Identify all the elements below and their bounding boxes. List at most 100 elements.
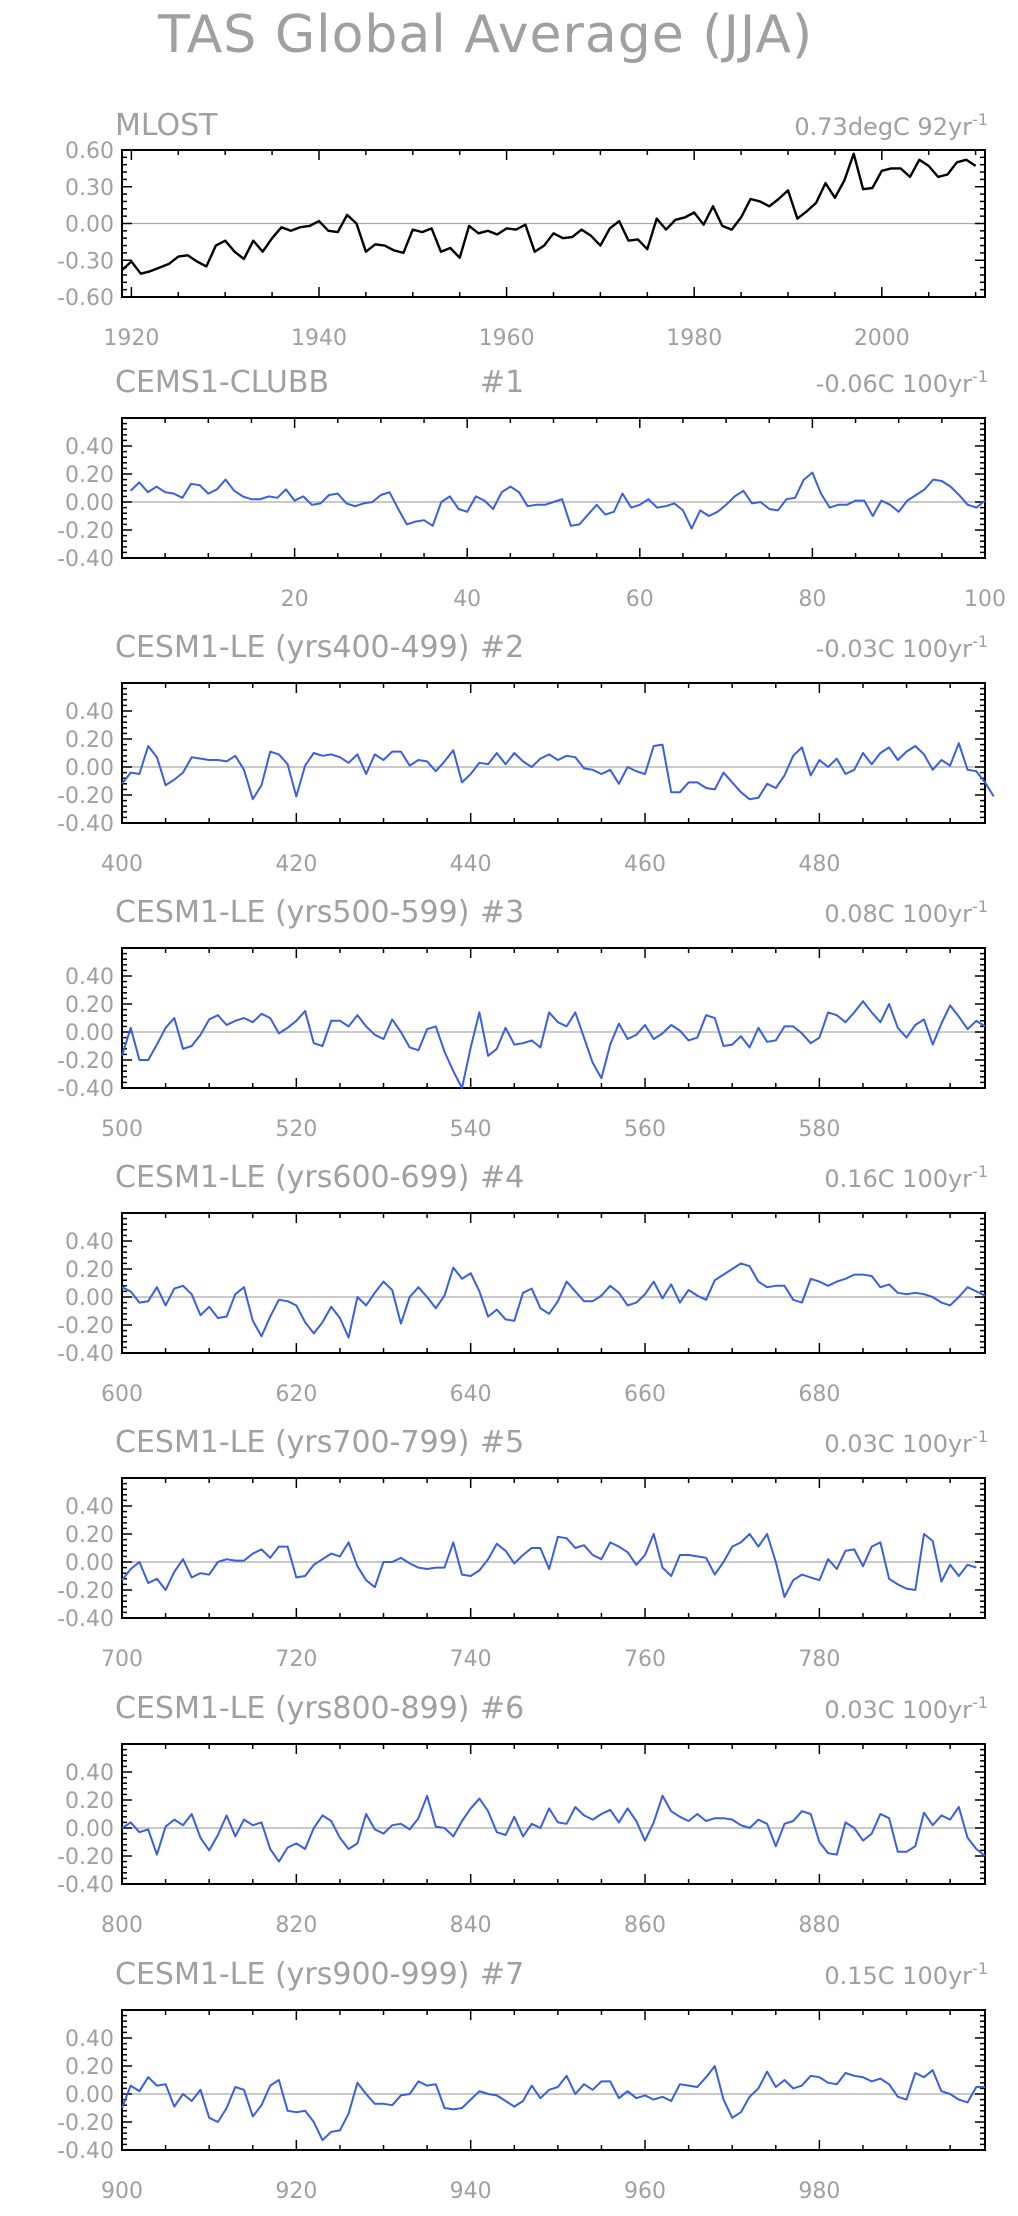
figure-title: TAS Global Average (JJA) xyxy=(157,5,813,65)
plot-frame xyxy=(121,2009,986,2151)
y-tick-label: -0.40 xyxy=(57,1607,114,1632)
series-line xyxy=(129,471,986,530)
y-tick-label: 0.40 xyxy=(65,435,114,460)
x-tick-label: 1920 xyxy=(103,326,159,351)
plot-frame xyxy=(121,947,986,1089)
chart-subtitle: #7 xyxy=(480,1957,524,1992)
chart-title: CESM1-LE (yrs800-899) xyxy=(115,1691,469,1726)
x-tick-label: 980 xyxy=(798,2179,840,2204)
x-tick-label: 520 xyxy=(275,1117,317,1142)
chart-panel-4: CESM1-LE (yrs500-599) #3 0.08C 100yr-1 -0.4… xyxy=(57,895,988,1142)
y-tick-label: 0.20 xyxy=(65,1789,114,1814)
y-tick-label: -0.40 xyxy=(57,547,114,572)
y-tick-label: -0.60 xyxy=(57,286,114,311)
x-tick-label: 720 xyxy=(275,1647,317,1672)
panels: MLOST 0.73degC 92yr-1 -0.60 -0.30 0.00 0.30 0.… xyxy=(57,108,1006,2204)
y-tick-label: 0.40 xyxy=(65,2027,114,2052)
y-tick-label: -0.20 xyxy=(57,1845,114,1870)
y-tick-label: 0.00 xyxy=(65,213,114,238)
x-tick-label: 640 xyxy=(450,1382,492,1407)
y-tick-label: 0.00 xyxy=(65,491,114,516)
series-line xyxy=(121,1262,986,1339)
chart-subtitle: #6 xyxy=(480,1691,524,1726)
chart-panel-6: CESM1-LE (yrs700-799) #5 0.03C 100yr-1 -0.4… xyxy=(57,1425,988,1672)
x-tick-label: 960 xyxy=(624,2179,666,2204)
trend-label: -0.06C 100yr-1 xyxy=(816,367,988,398)
trend-label: 0.03C 100yr-1 xyxy=(824,1693,988,1724)
x-tick-label: 680 xyxy=(798,1382,840,1407)
chart-panel-7: CESM1-LE (yrs800-899) #6 0.03C 100yr-1 -0.4… xyxy=(57,1691,988,1938)
y-tick-label: 0.00 xyxy=(65,1021,114,1046)
y-tick-label: 0.20 xyxy=(65,728,114,753)
y-tick-label: 0.20 xyxy=(65,1258,114,1283)
y-tick-label: 0.20 xyxy=(65,463,114,488)
chart-title: CEMS1-CLUBB xyxy=(115,365,329,400)
y-tick-label: 0.00 xyxy=(65,756,114,781)
y-tick-label: -0.20 xyxy=(57,2111,114,2136)
chart-subtitle: #1 xyxy=(480,365,524,400)
x-tick-label: 100 xyxy=(964,587,1006,612)
x-tick-label: 1980 xyxy=(666,326,722,351)
chart-panel-1: MLOST 0.73degC 92yr-1 -0.60 -0.30 0.00 0.30 0.… xyxy=(57,108,988,351)
series-line xyxy=(121,1794,986,1863)
y-tick-label: 0.40 xyxy=(65,1495,114,1520)
y-tick-label: -0.40 xyxy=(57,1077,114,1102)
y-tick-label: 0.20 xyxy=(65,1523,114,1548)
plot-frame xyxy=(121,417,986,559)
chart-panel-2: CEMS1-CLUBB #1 -0.06C 100yr-1 -0.40 -0.20 0.0… xyxy=(57,365,1006,612)
x-tick-label: 700 xyxy=(101,1647,143,1672)
plot-frame xyxy=(121,682,986,824)
y-tick-label: -0.20 xyxy=(57,519,114,544)
y-tick-label: 0.40 xyxy=(65,1761,114,1786)
series-line xyxy=(121,2065,985,2142)
x-tick-label: 460 xyxy=(624,852,666,877)
x-tick-label: 400 xyxy=(101,852,143,877)
x-tick-label: 860 xyxy=(624,1913,666,1938)
y-tick-label: 0.20 xyxy=(65,2055,114,2080)
y-tick-label: -0.40 xyxy=(57,2139,114,2164)
series-line xyxy=(121,1000,986,1089)
y-tick-label: -0.20 xyxy=(57,1049,114,1074)
trend-label: 0.03C 100yr-1 xyxy=(824,1427,988,1458)
chart-panel-8: CESM1-LE (yrs900-999) #7 0.15C 100yr-1 -0.4… xyxy=(57,1957,988,2204)
x-tick-label: 920 xyxy=(275,2179,317,2204)
plot-frame xyxy=(121,1743,986,1885)
y-tick-label: -0.20 xyxy=(57,1314,114,1339)
chart-title: CESM1-LE (yrs900-999) xyxy=(115,1957,469,1992)
trend-label: 0.08C 100yr-1 xyxy=(824,897,988,928)
x-tick-label: 440 xyxy=(450,852,492,877)
chart-subtitle: #5 xyxy=(480,1425,524,1460)
x-tick-label: 600 xyxy=(101,1382,143,1407)
trend-label: -0.03C 100yr-1 xyxy=(816,632,988,663)
y-tick-label: -0.40 xyxy=(57,812,114,837)
x-tick-label: 660 xyxy=(624,1382,666,1407)
y-tick-label: -0.20 xyxy=(57,1579,114,1604)
chart-panel-3: CESM1-LE (yrs400-499) #2 -0.03C 100yr-1 -0.… xyxy=(57,630,995,877)
x-tick-label: 900 xyxy=(101,2179,143,2204)
y-tick-label: 0.60 xyxy=(65,139,114,164)
y-tick-label: 0.00 xyxy=(65,1551,114,1576)
x-tick-label: 60 xyxy=(626,587,654,612)
x-tick-label: 420 xyxy=(275,852,317,877)
y-tick-label: 0.00 xyxy=(65,2083,114,2108)
y-tick-label: 0.40 xyxy=(65,1230,114,1255)
y-tick-label: 0.00 xyxy=(65,1817,114,1842)
chart-subtitle: #3 xyxy=(480,895,524,930)
x-tick-label: 780 xyxy=(798,1647,840,1672)
y-tick-label: 0.20 xyxy=(65,993,114,1018)
x-tick-label: 760 xyxy=(624,1647,666,1672)
trend-label: 0.73degC 92yr-1 xyxy=(794,110,988,141)
x-tick-label: 1940 xyxy=(291,326,347,351)
x-tick-label: 620 xyxy=(275,1382,317,1407)
x-tick-label: 2000 xyxy=(854,326,910,351)
y-tick-label: 0.30 xyxy=(65,176,114,201)
chart-title: CESM1-LE (yrs700-799) xyxy=(115,1425,469,1460)
y-tick-label: 0.00 xyxy=(65,1286,114,1311)
chart-title: CESM1-LE (yrs500-599) xyxy=(115,895,469,930)
chart-panel-5: CESM1-LE (yrs600-699) #4 0.16C 100yr-1 -0.4… xyxy=(57,1160,988,1407)
series-line xyxy=(121,152,977,275)
x-tick-label: 580 xyxy=(798,1117,840,1142)
y-tick-label: -0.40 xyxy=(57,1873,114,1898)
chart-subtitle: #2 xyxy=(480,630,524,665)
